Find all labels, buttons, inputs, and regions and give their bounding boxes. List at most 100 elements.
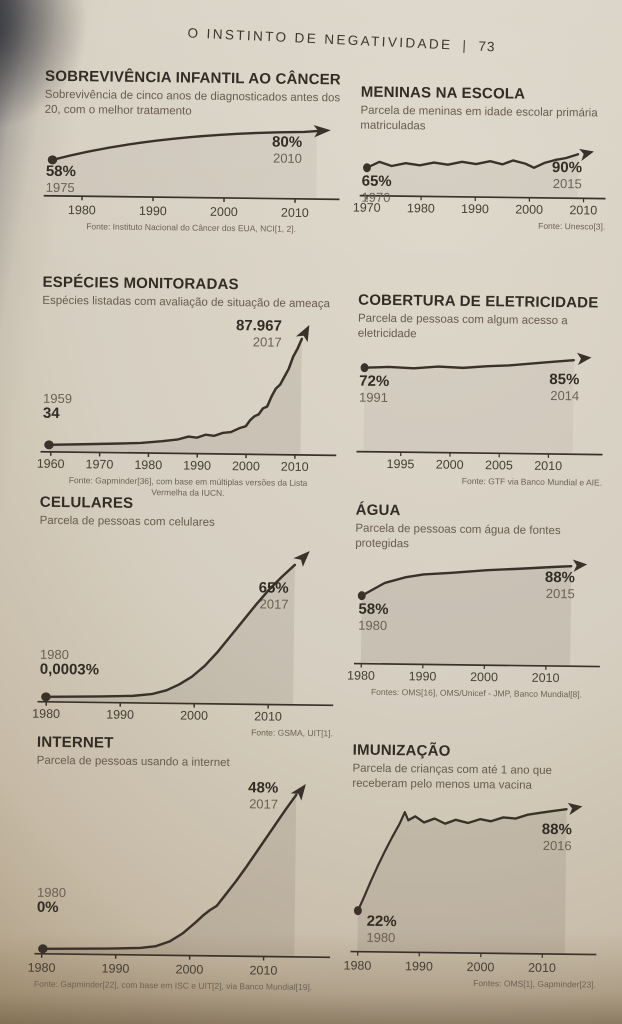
- trend-line: [365, 153, 580, 170]
- axis-ticks: [360, 664, 547, 671]
- end-label: 88% 2016: [541, 821, 572, 854]
- start-dot: [362, 163, 371, 173]
- chart-subtitle: Parcela de crianças com até 1 ano que re…: [352, 762, 553, 792]
- line-chart-svg: [353, 559, 600, 671]
- trend-line: [360, 565, 573, 598]
- line-plot: 58% 1980 88% 2015: [353, 556, 601, 671]
- line-chart-svg: [43, 125, 340, 204]
- source-note: Fonte: Instituto Nacional do Câncer dos …: [86, 221, 297, 235]
- arrow-head-icon: [290, 783, 306, 801]
- chart-internet: INTERNET Parcela de pessoas usando a int…: [27, 734, 333, 992]
- x-axis-labels: 1980 1990 2000 2010: [343, 958, 557, 976]
- line-plot: 72% 1991 85% 2014: [356, 346, 603, 459]
- chart-title: IMUNIZAÇÃO: [352, 741, 451, 760]
- chart-subtitle: Parcela de pessoas com algum acesso a el…: [357, 312, 568, 341]
- x-axis-labels: 1980 1990 2000 2010: [347, 668, 560, 686]
- start-label: 72% 1991: [358, 373, 390, 406]
- line-plot: 1980 0,0003% 65% 2017: [37, 533, 335, 709]
- arrow-head-icon: [567, 803, 583, 816]
- x-axis: [353, 663, 600, 668]
- area-fill: [366, 154, 579, 198]
- arrow-head-icon: [572, 559, 588, 573]
- arrow-head-icon: [576, 353, 592, 366]
- line-chart-svg: [40, 324, 337, 459]
- line-chart-svg: [359, 149, 606, 203]
- end-label: 48% 2017: [248, 779, 279, 812]
- header-separator: |: [462, 37, 469, 54]
- x-axis: [350, 951, 597, 956]
- x-axis: [34, 952, 331, 958]
- area-fill: [357, 809, 567, 954]
- trend-line: [51, 130, 319, 162]
- source-note: Fonte: GTF via Banco Mundial e AIE.: [461, 476, 603, 489]
- area-fill: [42, 794, 297, 956]
- line-plot: 22% 1980 88% 2016: [350, 796, 598, 961]
- start-dot: [38, 944, 48, 954]
- start-label: 1980 0%: [36, 884, 67, 917]
- axis-ticks: [45, 701, 269, 709]
- start-dot: [357, 591, 366, 601]
- chart-subtitle: Sobrevivência de cinco anos de diagnosti…: [44, 88, 341, 118]
- source-note: Fontes: OMS[1], Gapminder[23].: [473, 978, 597, 990]
- chart-title: ÁGUA: [355, 501, 401, 520]
- line-plot: 1980 0% 48% 2017: [34, 773, 332, 963]
- axis-ticks: [50, 451, 296, 459]
- start-label: 1959 34: [42, 390, 73, 423]
- trend-line: [363, 359, 575, 370]
- end-label: 80% 2010: [271, 133, 303, 167]
- chart-subtitle: Parcela de pessoas com celulares: [39, 514, 215, 529]
- start-dot: [360, 363, 369, 373]
- chart-title: SOBREVIVÊNCIA INFANTIL AO CÂNCER: [44, 67, 342, 89]
- line-chart-svg: [350, 803, 597, 959]
- axis-ticks: [40, 953, 265, 961]
- x-axis: [359, 195, 606, 200]
- x-axis: [43, 195, 340, 201]
- x-axis: [37, 700, 334, 706]
- end-label: 85% 2014: [549, 371, 580, 404]
- x-axis-labels: 1970 1980 1990 2000 2010: [352, 200, 598, 218]
- source-note: Fonte: Unesco[3].: [538, 221, 606, 233]
- x-axis-labels: 1995 2000 2005 2010: [386, 457, 563, 474]
- line-chart-svg: [37, 550, 334, 709]
- trend-line: [356, 808, 568, 913]
- area-fill: [48, 338, 302, 454]
- start-label: 58% 1975: [45, 163, 77, 196]
- arrow-head-icon: [293, 550, 310, 567]
- axis-ticks: [356, 952, 543, 959]
- line-plot: 65% 1970 90% 2015: [359, 138, 606, 205]
- chart-subtitle: Parcela de meninas em idade escolar prim…: [360, 104, 598, 133]
- x-axis: [40, 450, 337, 456]
- source-note: Fontes: OMS[16], OMS/Unicef - JMP, Banco…: [370, 687, 583, 700]
- arrow-head-icon: [578, 149, 594, 162]
- x-axis-labels: 1960 1970 1980 1990 2000 2010: [36, 456, 309, 474]
- axis-ticks: [81, 196, 296, 204]
- chart-subtitle: Espécies listadas com avaliação de situa…: [42, 294, 331, 311]
- end-label: 87.967 2017: [235, 316, 282, 350]
- charts-grid: SOBREVIVÊNCIA INFANTIL AO CÂNCER Sobrevi…: [27, 68, 607, 992]
- chart-title: MENINAS NA ESCOLA: [360, 83, 526, 103]
- page-header: O INSTINTO DE NEGATIVIDADE | 73: [75, 20, 607, 59]
- start-dot: [353, 906, 362, 916]
- x-axis-labels: 1980 1990 2000 2010: [67, 203, 309, 221]
- chart-monitored-species: ESPÉCIES MONITORADAS Espécies listadas c…: [36, 273, 339, 498]
- axis-ticks: [399, 452, 549, 459]
- end-label: 90% 2015: [551, 159, 583, 192]
- area-fill: [45, 564, 295, 704]
- chart-girls-in-school: MENINAS NA ESCOLA Parcela de meninas em …: [352, 72, 607, 281]
- page-number: 73: [478, 38, 496, 55]
- x-axis: [356, 451, 603, 456]
- line-plot: 1959 34 87.967 2017: [40, 313, 338, 459]
- x-axis-labels: 1980 1990 2000 2010: [27, 960, 278, 978]
- area-fill: [52, 131, 318, 199]
- start-dot: [47, 155, 58, 165]
- chart-title: ESPÉCIES MONITORADAS: [42, 273, 239, 294]
- start-label: 58% 1980: [358, 601, 389, 634]
- line-plot: 58% 1975 80% 2010: [43, 122, 341, 206]
- end-label: 88% 2015: [544, 569, 576, 602]
- line-chart-svg: [356, 353, 603, 459]
- chart-subtitle: Parcela de pessoas usando a internet: [36, 754, 230, 770]
- chart-title: COBERTURA DE ELETRICIDADE: [358, 291, 599, 312]
- chart-cancer-survival: SOBREVIVÊNCIA INFANTIL AO CÂNCER Sobrevi…: [43, 68, 341, 278]
